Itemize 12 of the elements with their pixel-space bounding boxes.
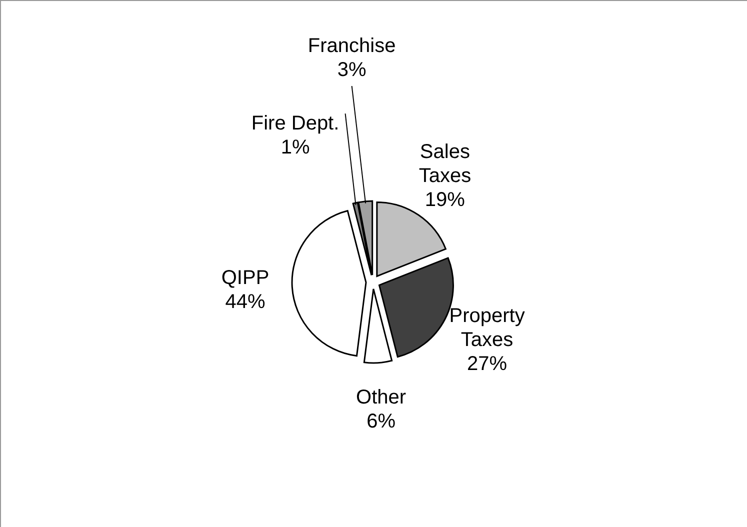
slice-label: Sales Taxes: [418, 141, 472, 188]
slice-label: QIPP: [221, 267, 270, 290]
data-label: 1%: [280, 136, 310, 159]
slice-label: Fire Dept.: [251, 112, 340, 135]
data-label: 27%: [467, 353, 508, 376]
slice-label: Other: [356, 386, 406, 409]
data-label: 6%: [366, 410, 396, 433]
slice-label: Franchise: [308, 35, 396, 57]
data-label: 19%: [424, 189, 466, 212]
data-label: 3%: [337, 59, 366, 81]
data-label: 44%: [225, 291, 266, 314]
slice-label: Property Taxes: [449, 305, 525, 352]
